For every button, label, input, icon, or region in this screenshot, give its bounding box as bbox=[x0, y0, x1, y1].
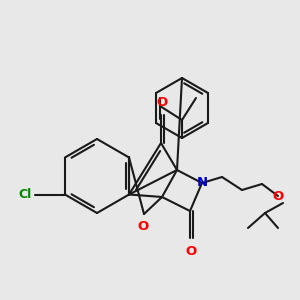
Text: Cl: Cl bbox=[19, 188, 32, 201]
Text: O: O bbox=[137, 220, 148, 233]
Text: O: O bbox=[272, 190, 284, 202]
Text: N: N bbox=[196, 176, 208, 190]
Text: O: O bbox=[185, 245, 197, 258]
Text: O: O bbox=[156, 96, 168, 109]
